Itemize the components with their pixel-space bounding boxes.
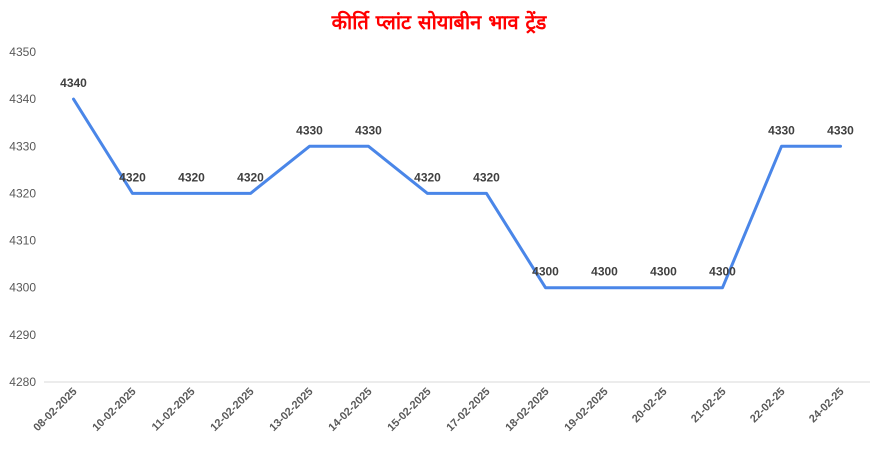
data-label: 4320 [414,170,441,184]
x-tick-label: 15-02-2025 [385,386,433,434]
data-label: 4320 [178,170,205,184]
data-label: 4330 [296,123,323,137]
series-line [72,97,842,290]
y-tick-label: 4290 [9,328,36,342]
chart-title: कीर्ति प्लांट सोयाबीन भाव ट्रेंड [331,10,547,34]
x-tick-label: 14-02-2025 [326,386,374,434]
data-label: 4330 [768,123,795,137]
x-tick-label: 11-02-2025 [150,386,198,434]
x-tick-label: 24-02-25 [807,386,847,426]
x-tick-label: 20-02-25 [630,386,670,426]
data-label: 4300 [650,265,677,279]
x-tick-label: 10-02-2025 [90,386,138,434]
x-tick-label: 22-02-25 [748,386,788,426]
data-label: 4320 [237,170,264,184]
y-tick-label: 4350 [9,45,36,59]
data-label: 4300 [591,265,618,279]
x-tick-label: 13-02-2025 [267,386,315,434]
data-label: 4300 [532,265,559,279]
y-tick-label: 4300 [9,281,36,295]
data-label: 4320 [473,170,500,184]
x-tick-label: 08-02-2025 [31,386,79,434]
x-tick-label: 21-02-25 [689,386,729,426]
x-tick-label: 12-02-2025 [208,386,256,434]
x-tick-label: 17-02-2025 [444,386,492,434]
y-tick-label: 4310 [9,234,36,248]
y-tick-label: 4320 [9,186,36,200]
data-label: 4340 [60,76,87,90]
data-label: 4300 [709,265,736,279]
data-label: 4320 [119,170,146,184]
x-tick-label: 18-02-2025 [503,386,551,434]
y-tick-label: 4280 [9,375,36,389]
y-tick-label: 4330 [9,139,36,153]
x-tick-label: 19-02-2025 [562,386,610,434]
y-tick-label: 4340 [9,92,36,106]
data-label: 4330 [827,123,854,137]
data-label: 4330 [355,123,382,137]
